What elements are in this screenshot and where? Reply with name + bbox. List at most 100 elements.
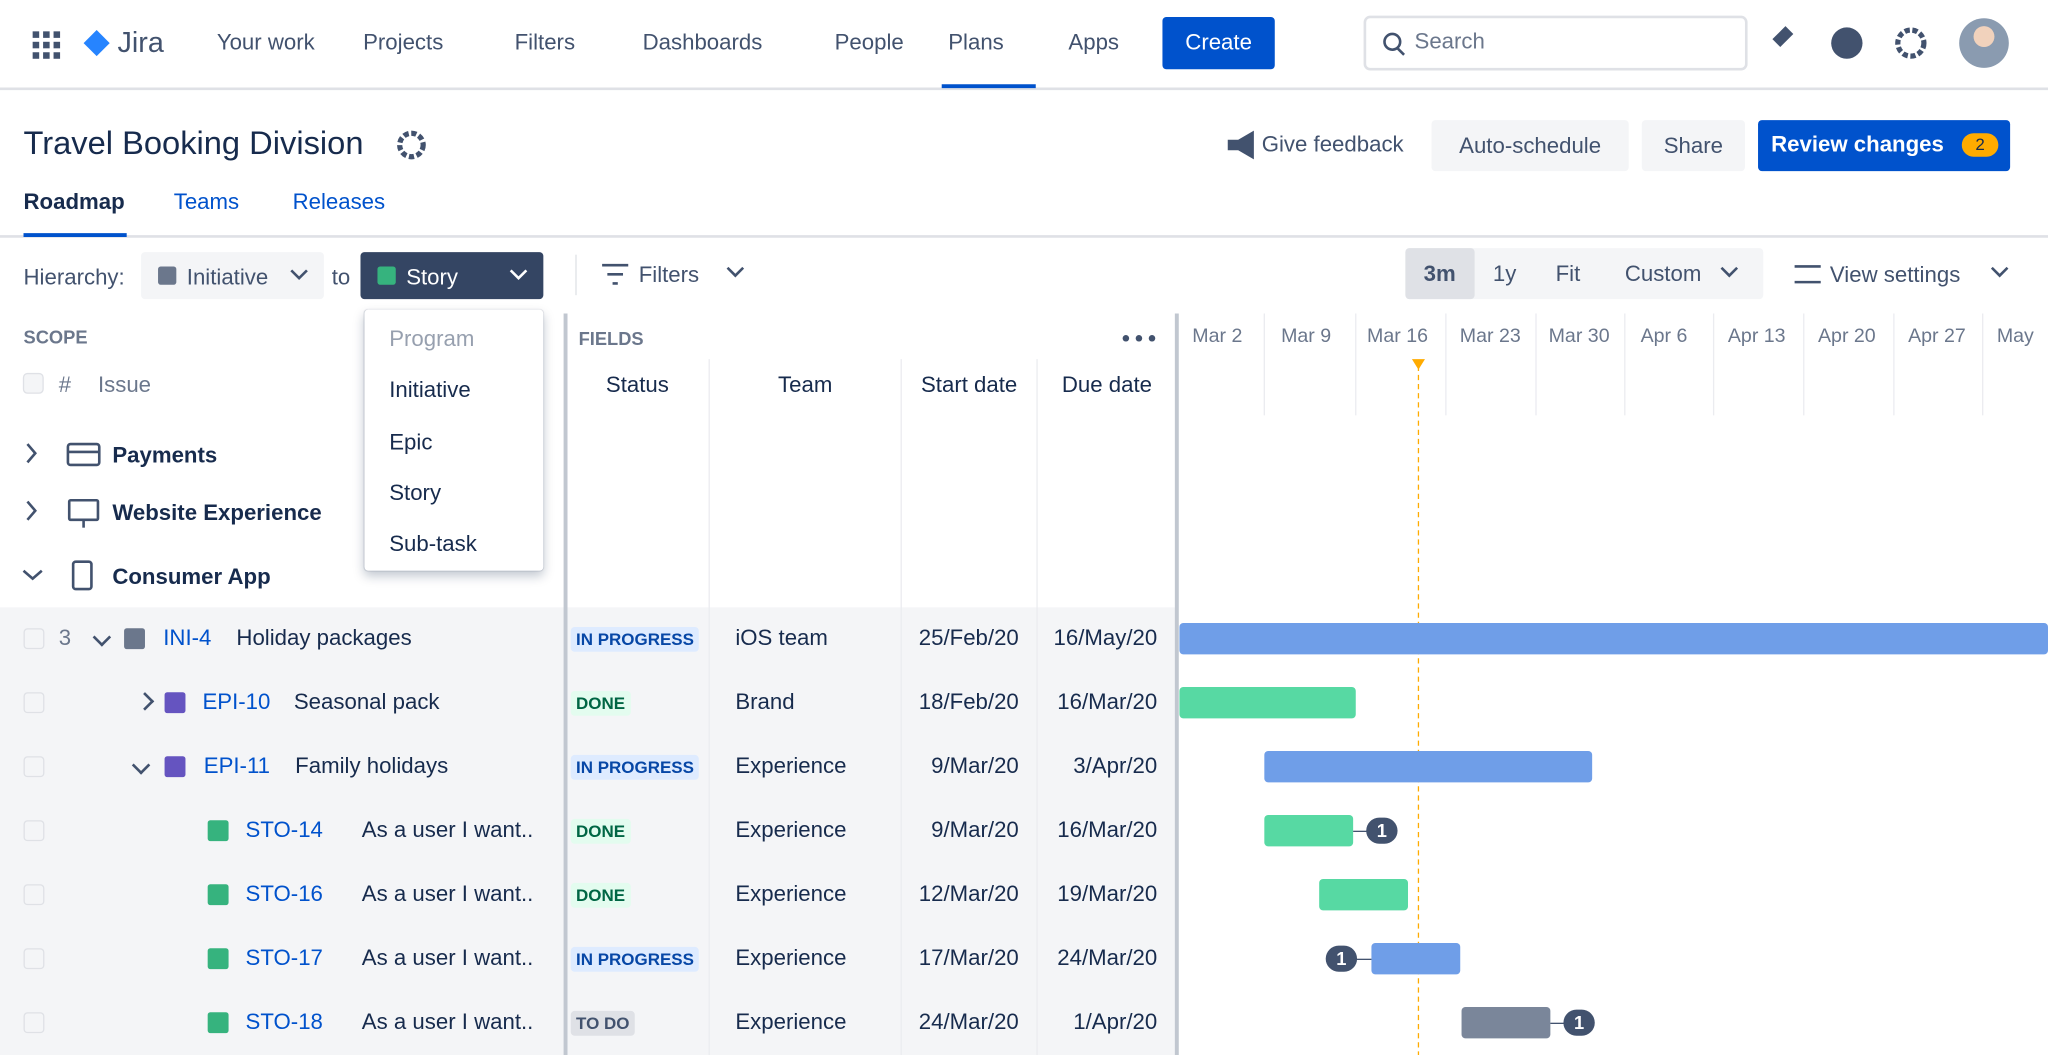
tab[interactable]: Releases <box>292 189 386 215</box>
column-header: Status <box>605 372 669 398</box>
issue-icon <box>207 820 229 842</box>
group[interactable]: Consumer App <box>112 564 271 590</box>
start-date: 9/Mar/20 <box>931 753 1019 779</box>
dropdown-option[interactable]: Epic <box>389 429 433 454</box>
timeline-bar[interactable] <box>1319 879 1408 911</box>
timeline-bar[interactable] <box>1264 751 1593 783</box>
start-date: 24/Mar/20 <box>918 1009 1019 1035</box>
to-value[interactable]: Story <box>406 265 459 290</box>
status-lozenge: IN PROGRESS <box>570 946 700 972</box>
issue-key[interactable]: STO-17 <box>245 945 323 971</box>
column-header: Due date <box>1061 372 1152 398</box>
scope-label: SCOPE <box>23 326 88 348</box>
share[interactable]: Share <box>1641 120 1745 172</box>
issue-header: Issue <box>97 372 152 398</box>
feedback[interactable]: Give feedback <box>1261 131 1404 157</box>
create-button[interactable]: Create <box>1162 16 1275 70</box>
issue-key[interactable]: EPI-11 <box>203 753 270 779</box>
nav-item[interactable]: Your work <box>216 30 315 55</box>
zoom-option[interactable]: Custom <box>1624 261 1702 287</box>
checkbox[interactable] <box>23 1012 45 1034</box>
nav-item[interactable]: Apps <box>1068 30 1120 55</box>
child-count: 3 <box>58 625 72 651</box>
issue-summary: As a user I want.. <box>361 1009 534 1035</box>
timeline-label: Mar 16 <box>1367 325 1429 348</box>
tab[interactable]: Roadmap <box>23 189 125 215</box>
start-date: 18/Feb/20 <box>918 689 1019 715</box>
column-header: Start date <box>920 372 1018 398</box>
checkbox[interactable] <box>23 692 45 714</box>
nav-item[interactable]: Plans <box>948 30 1004 55</box>
checkbox[interactable] <box>23 884 45 906</box>
issue-summary: Holiday packages <box>236 625 412 651</box>
dependency-badge[interactable]: 1 <box>1563 1009 1595 1036</box>
filters[interactable]: Filters <box>638 262 700 288</box>
dropdown-option[interactable]: Sub-task <box>389 531 477 557</box>
dropdown-option[interactable]: Story <box>389 480 442 506</box>
issue-key[interactable]: STO-18 <box>245 1009 323 1035</box>
team: Experience <box>735 817 847 843</box>
search[interactable]: Search <box>1414 28 1485 54</box>
tab[interactable]: Teams <box>173 189 240 215</box>
timeline-label: Apr 20 <box>1817 325 1876 348</box>
issue-icon <box>164 692 186 714</box>
team: Experience <box>735 1009 847 1035</box>
issue-summary: As a user I want.. <box>361 881 534 907</box>
due-date: 1/Apr/20 <box>1073 1009 1158 1035</box>
dependency-badge[interactable]: 1 <box>1325 945 1358 972</box>
issue-summary: As a user I want.. <box>361 945 534 971</box>
status-lozenge: IN PROGRESS <box>570 626 700 652</box>
issue-icon <box>207 1012 229 1034</box>
zoom-option[interactable]: 1y <box>1492 261 1517 287</box>
from-value[interactable]: Initiative <box>186 265 269 290</box>
nav-item[interactable]: People <box>834 30 904 55</box>
dropdown-option: Program <box>389 326 475 352</box>
zoom-option[interactable]: Fit <box>1555 261 1581 287</box>
auto-schedule[interactable]: Auto-schedule <box>1431 120 1629 172</box>
checkbox[interactable] <box>23 820 45 842</box>
timeline-bar[interactable] <box>1371 943 1461 975</box>
checkbox[interactable] <box>23 756 45 778</box>
issue-icon <box>207 884 229 906</box>
issue-key[interactable]: EPI-10 <box>202 689 271 715</box>
timeline-bar[interactable] <box>1264 815 1354 847</box>
team: Brand <box>735 689 795 715</box>
issue-key[interactable]: STO-16 <box>245 881 323 907</box>
timeline-label: Apr 6 <box>1640 325 1688 348</box>
view-settings[interactable]: View settings <box>1829 262 1961 288</box>
nav-item[interactable]: Filters <box>514 30 576 55</box>
zoom-active <box>1405 248 1475 300</box>
due-date: 16/May/20 <box>1053 625 1158 651</box>
dependency-badge[interactable]: 1 <box>1366 817 1398 844</box>
timeline-bar[interactable] <box>1179 687 1356 719</box>
timeline-bar[interactable] <box>1179 623 2048 655</box>
due-date: 19/Mar/20 <box>1057 881 1158 907</box>
nav-item[interactable]: Dashboards <box>642 30 763 55</box>
checkbox[interactable] <box>23 628 45 650</box>
team: Experience <box>735 881 847 907</box>
issue-key[interactable]: INI-4 <box>163 625 212 651</box>
group[interactable]: Payments <box>112 442 218 468</box>
team: Experience <box>735 753 847 779</box>
timeline-bar[interactable] <box>1461 1007 1551 1039</box>
nav-item[interactable]: Projects <box>363 30 444 55</box>
checkbox[interactable] <box>23 948 45 970</box>
timeline-label: Mar 23 <box>1459 325 1521 348</box>
issue-summary: Family holidays <box>295 753 449 779</box>
zoom-option[interactable]: 3m <box>1423 261 1456 287</box>
hierarchy-label: Hierarchy: <box>23 265 125 290</box>
dropdown-option[interactable]: Initiative <box>389 377 471 403</box>
review-label[interactable]: Review changes <box>1771 131 1944 157</box>
team: Experience <box>735 945 847 971</box>
group[interactable]: Website Experience <box>112 500 322 526</box>
review-count: 2 <box>1961 133 1999 157</box>
status-lozenge: DONE <box>570 690 631 716</box>
logo[interactable]: Jira <box>117 26 164 59</box>
issue-key[interactable]: STO-14 <box>245 817 323 843</box>
issue-summary: Seasonal pack <box>293 689 440 715</box>
to-label: to <box>331 265 351 290</box>
timeline-label: Mar 2 <box>1192 325 1243 348</box>
status-lozenge: IN PROGRESS <box>570 754 700 780</box>
